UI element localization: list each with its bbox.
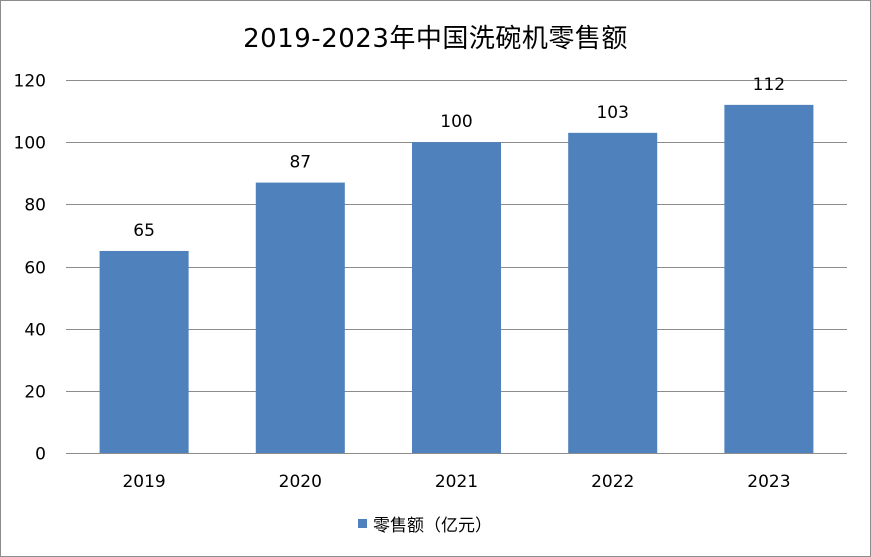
x-axis-tick-labels: 2019 2020 2021 2022 2023: [122, 472, 790, 492]
data-label-2023: 112: [753, 75, 785, 95]
bar-2022: [568, 132, 658, 453]
x-tick-label-2022: 2022: [591, 472, 634, 492]
data-labels: 65 87 100 103 112: [133, 75, 785, 241]
legend-swatch: [358, 518, 367, 528]
y-tick-label: 60: [24, 259, 46, 279]
x-tick-label-2020: 2020: [279, 472, 322, 492]
x-tick-label-2023: 2023: [747, 472, 790, 492]
data-label-2020: 87: [289, 153, 311, 173]
y-tick-label: 120: [14, 72, 46, 92]
legend: 零售额（亿元）: [358, 512, 492, 536]
x-tick-label-2019: 2019: [122, 472, 165, 492]
legend-label: 零售额（亿元）: [373, 515, 492, 536]
bars: [99, 104, 814, 453]
bar-2021: [411, 142, 502, 453]
y-tick-label: 40: [24, 321, 46, 341]
data-label-2021: 100: [440, 112, 472, 132]
y-tick-label: 0: [35, 445, 46, 465]
chart-title: 2019-2023年中国洗碗机零售额: [243, 24, 628, 54]
y-tick-label: 100: [14, 134, 46, 154]
y-axis-tick-labels: 0 20 40 60 80 100 120: [14, 72, 46, 465]
bar-2020: [255, 182, 345, 453]
y-tick-label: 80: [24, 196, 46, 216]
bar-2023: [724, 104, 814, 453]
bar-2019: [99, 250, 189, 453]
data-label-2022: 103: [596, 103, 628, 123]
data-label-2019: 65: [133, 221, 155, 241]
y-tick-label: 20: [24, 383, 46, 403]
x-tick-label-2021: 2021: [435, 472, 478, 492]
